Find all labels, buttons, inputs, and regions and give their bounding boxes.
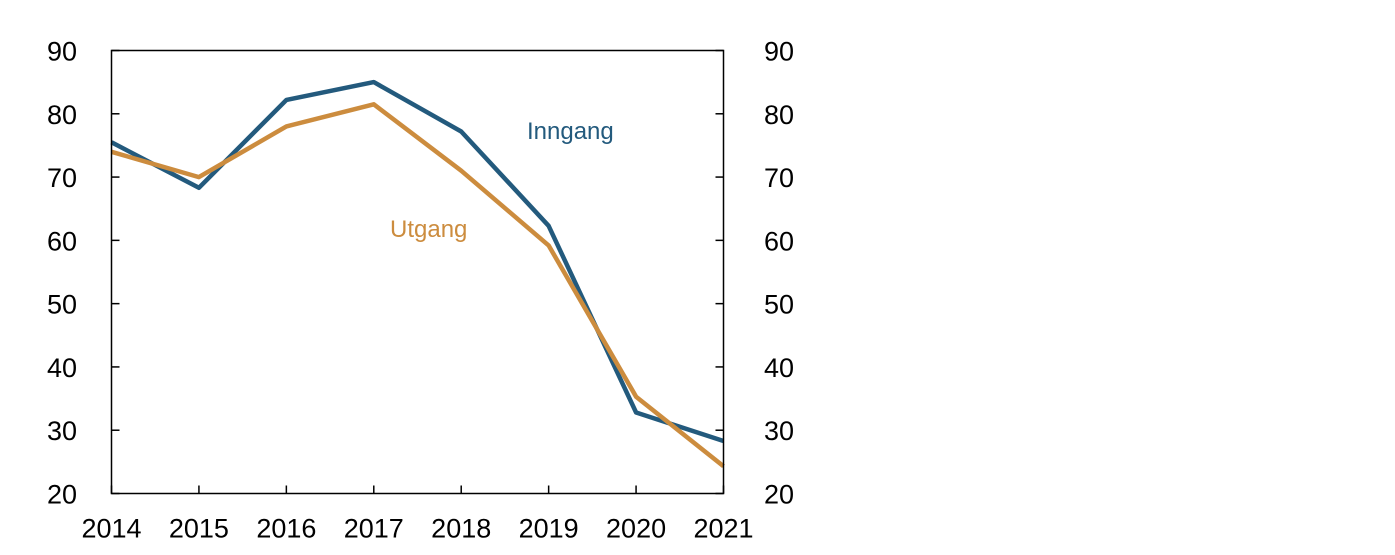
series-label-inngang: Inngang [527, 118, 614, 145]
y-tick-label-right: 70 [764, 163, 794, 193]
y-tick-label-left: 30 [47, 416, 77, 446]
x-tick-label: 2015 [169, 514, 229, 544]
ticks-layer [110, 49, 725, 495]
x-tick-label: 2019 [519, 514, 579, 544]
y-tick-label-left: 40 [47, 353, 77, 383]
y-tick-label-left: 80 [47, 100, 77, 130]
y-tick-label-left: 70 [47, 163, 77, 193]
plot-frame [110, 49, 725, 495]
x-tick-label: 2018 [431, 514, 491, 544]
series-line-utgang [110, 102, 725, 469]
y-tick-label-right: 40 [764, 353, 794, 383]
y-tick-label-right: 90 [764, 37, 794, 67]
y-tick-label-right: 30 [764, 416, 794, 446]
x-tick-label: 2017 [344, 514, 404, 544]
y-tick-label-right: 80 [764, 100, 794, 130]
x-tick-label: 2020 [606, 514, 666, 544]
y-tick-label-left: 20 [47, 480, 77, 510]
x-tick-label: 2014 [81, 514, 141, 544]
y-tick-label-left: 60 [47, 226, 77, 256]
y-tick-label-left: 90 [47, 37, 77, 67]
series-label-utgang: Utgang [390, 216, 467, 243]
y-tick-label-right: 50 [764, 290, 794, 320]
x-tick-label: 2021 [693, 514, 753, 544]
y-tick-label-left: 50 [47, 290, 77, 320]
series-layer [110, 79, 725, 469]
y-tick-label-right: 20 [764, 480, 794, 510]
y-tick-label-right: 60 [764, 226, 794, 256]
x-tick-label: 2016 [256, 514, 316, 544]
series-line-inngang [110, 79, 725, 444]
